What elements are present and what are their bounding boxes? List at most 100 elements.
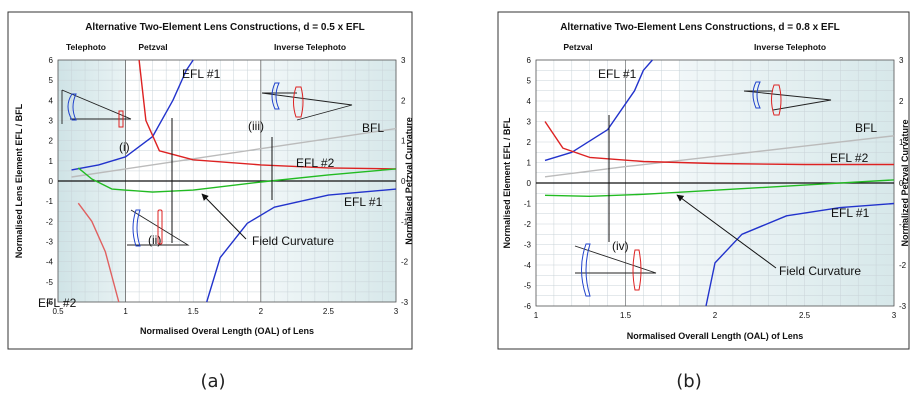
region-label: Telephoto — [66, 42, 106, 52]
y-tick-label: 6 — [527, 56, 532, 65]
series-line-efl-2 — [544, 121, 894, 166]
y-tick-label: 0 — [49, 177, 54, 186]
annotation-efl1-lower: EFL #1 — [831, 206, 870, 220]
x-tick-label: 1 — [534, 311, 539, 320]
series-line-efl-1 — [206, 188, 397, 303]
ray-diagram-upper — [743, 90, 832, 111]
annotation-efl2-lower: EFL #2 — [38, 296, 77, 310]
series-line-bfl — [544, 135, 895, 178]
y2-tick-label: -3 — [899, 302, 907, 311]
y2-tick-label: -3 — [401, 298, 409, 307]
y-tick-label: 2 — [527, 138, 532, 147]
annotation-bfl: BFL — [362, 121, 384, 135]
annotation-iii: (iii) — [248, 119, 264, 133]
annotation-efl2: EFL #2 — [296, 156, 335, 170]
y-tick-label: -5 — [46, 278, 54, 287]
series-line-field-curvature — [77, 167, 397, 193]
field-curvature-arrow — [676, 194, 777, 269]
y2-tick-label: 2 — [899, 97, 904, 106]
lens-element-2 — [293, 86, 304, 118]
y-axis-label: Normalised Element EFL / BFL — [502, 117, 512, 248]
x-tick-label: 2.5 — [799, 311, 811, 320]
lens-element-2 — [157, 209, 163, 245]
y2-tick-label: 1 — [401, 137, 406, 146]
y-tick-label: 5 — [527, 77, 532, 86]
lens-element-2 — [118, 110, 124, 128]
annotation-efl1-lower: EFL #1 — [344, 195, 383, 209]
y-axis-label: Normalised Lens Element EFL / BFL — [14, 103, 24, 258]
y2-tick-label: 3 — [899, 56, 904, 65]
y-tick-label: -1 — [524, 200, 532, 209]
x-tick-label: 2 — [713, 311, 718, 320]
series-line-efl-2 — [77, 202, 120, 303]
series-line-efl-2 — [138, 59, 397, 170]
x-tick-label: 0.5 — [52, 307, 64, 316]
y2-axis-label: Normalized Petzval Curvature — [900, 119, 910, 246]
x-axis-label: Normalised Overal Length (OAL) of Lens — [140, 326, 314, 336]
x-tick-label: 3 — [892, 311, 897, 320]
y-tick-label: 5 — [49, 76, 54, 85]
annotation-iv: (iv) — [612, 239, 629, 253]
chart-title: Alternative Two-Element Lens Constructio… — [85, 22, 365, 33]
y-tick-label: 6 — [49, 56, 54, 65]
annotation-efl2: EFL #2 — [830, 151, 869, 165]
annotation-efl1: EFL #1 — [598, 67, 637, 81]
x-axis-label: Normalised Overall Length (OAL) of Lens — [627, 331, 804, 341]
lens-element-2 — [771, 84, 782, 116]
y2-tick-label: 0 — [401, 177, 406, 186]
ray-diagram-ii — [127, 209, 190, 246]
y-tick-label: -2 — [46, 217, 54, 226]
y2-tick-label: -1 — [401, 217, 409, 226]
chart-panel-b: 1 1.5 2 2.5 3 -6 -5 -4 -3 -2 -1 0 1 2 3 4 5 6 -3 -2 -1 0 1 2 3 Al… — [497, 11, 910, 350]
x-tick-label: 1.5 — [188, 307, 200, 316]
annotation-field-curvature: Field Curvature — [779, 264, 861, 278]
x-tick-label: 1 — [123, 307, 128, 316]
lens-element-1 — [581, 243, 591, 297]
x-tick-label: 2 — [259, 307, 264, 316]
y2-tick-label: 3 — [401, 56, 406, 65]
y-tick-label: 3 — [527, 118, 532, 127]
y-tick-label: 2 — [49, 137, 54, 146]
chart-panel-a: 0.5 1 1.5 2 2.5 3 -6 -5 -4 -3 -2 -1 0 1 2 3 4 5 6 -3 -2 -1 0 1 2… — [7, 11, 414, 350]
y-tick-label: -4 — [46, 258, 54, 267]
annotation-i: (i) — [119, 140, 130, 154]
region-label: Petzval — [563, 42, 592, 52]
y2-tick-label: -2 — [899, 261, 907, 270]
series-line-field-curvature — [544, 179, 895, 197]
region-label: Inverse Telephoto — [754, 42, 826, 52]
x-tick-label: 2.5 — [323, 307, 335, 316]
y-tick-label: -1 — [46, 197, 54, 206]
y2-tick-label: -1 — [899, 220, 907, 229]
y-tick-label: 3 — [49, 117, 54, 126]
lens-element-2 — [632, 249, 642, 291]
y-tick-label: -2 — [524, 220, 532, 229]
y2-axis-label: Normalised Petzval Curvature — [404, 117, 414, 245]
ray-diagram-iv — [574, 245, 657, 274]
annotation-bfl: BFL — [855, 121, 877, 135]
x-tick-label: 1.5 — [620, 311, 632, 320]
annotation-efl1: EFL #1 — [182, 67, 221, 81]
region-label: Petzval — [138, 42, 167, 52]
y2-tick-label: 2 — [401, 96, 406, 105]
lens-element-1 — [67, 93, 77, 121]
series-line-efl-1 — [705, 202, 895, 307]
field-curvature-arrow — [201, 193, 247, 240]
y-tick-label: -3 — [524, 241, 532, 250]
y-tick-label: 4 — [49, 96, 54, 105]
ray-diagram-iii — [261, 92, 353, 121]
y-tick-label: 1 — [527, 159, 532, 168]
y-tick-label: -6 — [46, 298, 54, 307]
lens-element-1 — [752, 81, 761, 109]
series-line-bfl — [71, 127, 397, 178]
x-tick-label: 3 — [394, 307, 399, 316]
y2-tick-label: 0 — [899, 179, 904, 188]
caption-b: (b) — [676, 371, 701, 392]
y-tick-label: -5 — [524, 282, 532, 291]
y-tick-label: -4 — [524, 261, 532, 270]
y2-tick-label: -2 — [401, 258, 409, 267]
y-tick-label: 1 — [49, 157, 54, 166]
annotation-field-curvature: Field Curvature — [252, 234, 334, 248]
region-label: Inverse Telephoto — [274, 42, 346, 52]
y-tick-label: 0 — [527, 179, 532, 188]
